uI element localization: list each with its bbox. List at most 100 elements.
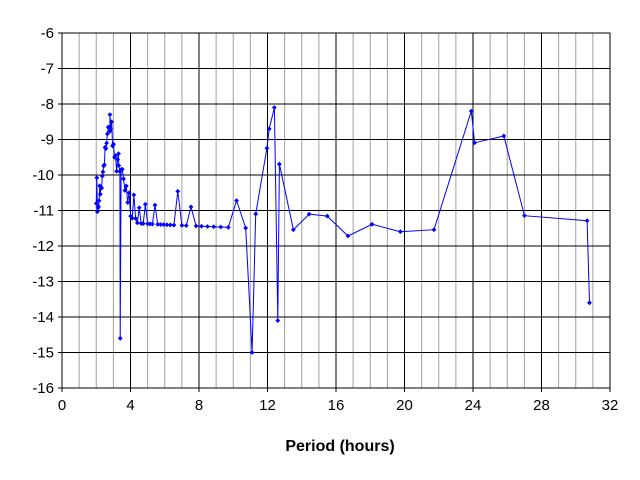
x-axis-ticks: 0 4 8 12 16 20 24 28 32 [58, 388, 619, 414]
data-point [108, 126, 114, 131]
x-tick-label: 24 [465, 397, 482, 414]
data-point [134, 220, 140, 226]
data-point [501, 133, 507, 139]
data-point [97, 191, 103, 197]
data-point [266, 126, 272, 132]
data-point [152, 202, 158, 208]
data-point [101, 162, 107, 168]
data-point [199, 223, 204, 229]
y-axis-ticks: -6 -7 -8 -9 -10 -11 -12 -13 -14 -15 -16 [32, 25, 62, 397]
series-points [93, 105, 592, 355]
y-tick-label: -13 [32, 274, 54, 291]
data-point [99, 185, 105, 191]
y-tick-label: -14 [32, 309, 54, 326]
data-point [126, 190, 132, 196]
data-point [171, 222, 177, 228]
data-point [112, 154, 117, 160]
data-point [276, 161, 282, 167]
data-point [587, 300, 592, 306]
data-point [211, 224, 217, 230]
data-point [161, 222, 167, 228]
data-point [93, 201, 99, 206]
data-point [109, 119, 115, 125]
data-point [225, 224, 231, 230]
y-tick-label: -6 [41, 25, 54, 42]
data-point [234, 198, 239, 204]
y-tick-label: -8 [41, 96, 54, 113]
data-point [253, 211, 259, 217]
data-point [149, 221, 155, 227]
data-point [131, 192, 137, 198]
data-point [117, 335, 123, 341]
x-axis-title: Period (hours) [285, 438, 394, 455]
data-point [136, 205, 142, 211]
x-tick-label: 0 [58, 397, 66, 414]
data-point [113, 153, 118, 158]
data-point [158, 222, 163, 227]
data-point [104, 140, 110, 146]
x-tick-label: 8 [195, 397, 203, 414]
data-point [183, 223, 189, 228]
data-point [218, 224, 224, 230]
y-tick-label: -12 [32, 238, 54, 255]
data-point [167, 222, 173, 228]
data-point [468, 108, 474, 114]
x-tick-label: 20 [396, 397, 413, 414]
data-point [129, 215, 135, 221]
data-point [264, 145, 270, 151]
data-point [188, 204, 194, 210]
data-point [96, 198, 102, 204]
data-point [155, 221, 161, 227]
y-tick-label: -15 [32, 345, 54, 362]
y-tick-label: -10 [32, 167, 54, 184]
data-point [121, 176, 126, 182]
y-tick-label: -7 [41, 61, 54, 78]
data-point [140, 221, 146, 226]
data-point [114, 168, 119, 174]
data-point [397, 229, 403, 235]
data-point [133, 216, 138, 221]
data-point [275, 318, 281, 323]
data-point [290, 227, 296, 233]
data-point [249, 350, 255, 355]
data-point [128, 213, 134, 219]
data-point [472, 140, 477, 146]
data-point [107, 112, 113, 118]
x-tick-label: 32 [602, 397, 619, 414]
data-point [123, 183, 129, 189]
data-point [193, 223, 199, 229]
data-point [522, 213, 527, 219]
data-point [345, 233, 351, 239]
x-tick-label: 12 [259, 397, 276, 414]
data-point [100, 169, 106, 175]
data-point [119, 166, 125, 172]
data-point [122, 188, 128, 193]
data-point [103, 146, 109, 151]
data-point [142, 201, 148, 207]
data-point [116, 163, 122, 168]
x-tick-label: 28 [533, 397, 550, 414]
data-point [117, 169, 123, 174]
data-point [179, 223, 185, 228]
data-point [584, 218, 590, 224]
data-point [110, 143, 115, 149]
y-tick-label: -11 [33, 203, 54, 220]
data-point [125, 200, 131, 205]
data-point [164, 222, 170, 228]
data-point [96, 204, 101, 209]
data-point [369, 221, 375, 227]
data-point [147, 221, 153, 227]
data-point [205, 224, 210, 229]
data-point [94, 209, 100, 215]
data-point [111, 141, 116, 147]
data-point [306, 211, 312, 217]
data-point [431, 227, 437, 233]
data-point [271, 105, 277, 110]
data-point [243, 225, 249, 231]
data-point [175, 188, 181, 194]
data-point [116, 151, 121, 157]
data-point [94, 175, 100, 181]
data-point [115, 157, 121, 162]
data-point [104, 131, 110, 137]
